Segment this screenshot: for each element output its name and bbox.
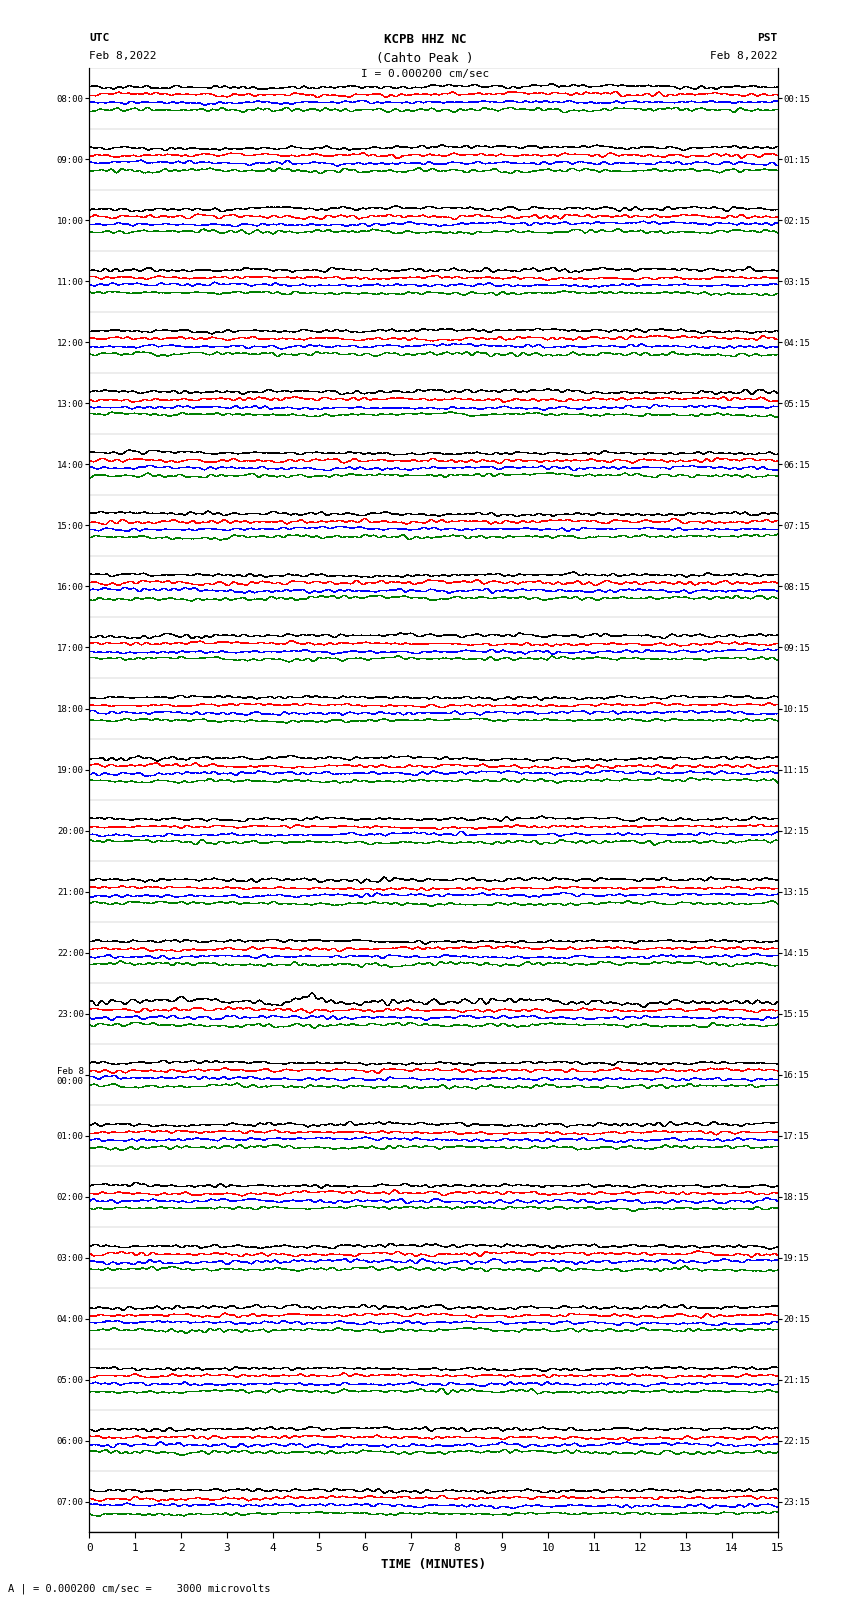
- Text: Feb 8,2022: Feb 8,2022: [711, 50, 778, 61]
- Text: (Cahto Peak ): (Cahto Peak ): [377, 52, 473, 66]
- Text: KCPB HHZ NC: KCPB HHZ NC: [383, 32, 467, 47]
- Text: Feb 8,2022: Feb 8,2022: [89, 50, 156, 61]
- Text: A | = 0.000200 cm/sec =    3000 microvolts: A | = 0.000200 cm/sec = 3000 microvolts: [8, 1582, 271, 1594]
- Text: UTC: UTC: [89, 32, 110, 44]
- Text: PST: PST: [757, 32, 778, 44]
- Text: I = 0.000200 cm/sec: I = 0.000200 cm/sec: [361, 69, 489, 79]
- X-axis label: TIME (MINUTES): TIME (MINUTES): [381, 1558, 486, 1571]
